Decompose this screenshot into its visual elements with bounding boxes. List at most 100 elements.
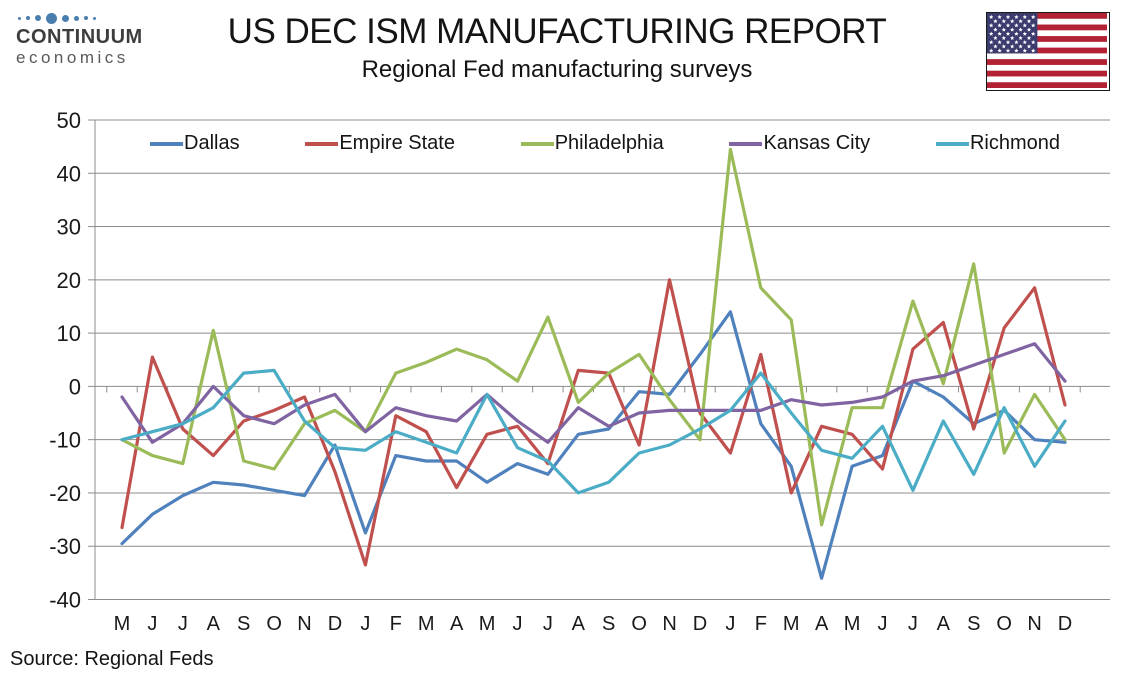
flag-stripe	[987, 41, 1107, 48]
flag-star	[1014, 23, 1019, 28]
flag-stripe	[987, 59, 1107, 66]
legend-label: Richmond	[969, 132, 1060, 154]
x-axis-label: S	[602, 613, 615, 635]
flag-star	[1031, 14, 1036, 19]
logo-text-economics: economics	[16, 48, 129, 67]
legend-label: Kansas City	[763, 132, 871, 154]
x-axis-label: S	[967, 613, 980, 635]
flag-star	[989, 14, 994, 19]
flag-star	[1010, 44, 1015, 49]
x-axis-label: N	[297, 613, 311, 635]
legend-item-kansas-city: Kansas City	[729, 132, 870, 155]
logo-dot	[74, 15, 79, 21]
flag-star	[1022, 48, 1027, 53]
chart-legend: Dallas Empire State Philadelphia Kansas Cit…	[150, 132, 1060, 155]
flag-star	[1026, 44, 1032, 49]
flag-stripe	[987, 36, 1107, 43]
x-axis-label: O	[996, 613, 1012, 635]
x-axis-label: D	[693, 613, 707, 635]
flag-star	[1001, 44, 1006, 49]
x-axis-label: N	[1027, 613, 1041, 635]
x-axis-label: M	[783, 613, 800, 635]
x-axis-label: F	[755, 613, 767, 635]
flag-star	[997, 48, 1002, 53]
flag-star	[993, 27, 998, 32]
flag-star	[1022, 14, 1027, 19]
flag-star	[1005, 14, 1011, 19]
flag-star	[989, 23, 994, 28]
legend-line-swatch	[520, 141, 554, 146]
flag-star	[1018, 27, 1023, 32]
flag-star	[1001, 18, 1006, 24]
flag-stripe	[987, 30, 1107, 37]
y-axis-label: 0	[69, 374, 81, 399]
continuum-logo: CONTINUUM economics	[16, 10, 166, 67]
flag-star	[1014, 31, 1019, 36]
flag-star	[1031, 48, 1036, 53]
x-axis-label: M	[479, 613, 496, 635]
x-axis-label: J	[908, 613, 918, 635]
x-axis-label: A	[207, 613, 221, 635]
flag-star	[989, 39, 994, 45]
flag-star	[997, 39, 1002, 45]
flag-stripe	[987, 13, 1107, 20]
flag-star	[989, 31, 994, 36]
flag-star	[997, 31, 1002, 36]
legend-line-swatch	[729, 141, 763, 146]
flag-star	[993, 18, 998, 24]
x-axis-label: A	[815, 613, 829, 635]
logo-dot	[35, 15, 41, 21]
flag-star	[1014, 39, 1019, 45]
flag-star	[1010, 18, 1015, 24]
y-axis-label: 10	[57, 321, 81, 346]
x-axis-label: J	[543, 613, 553, 635]
flag-star	[1031, 23, 1036, 28]
x-axis-label: A	[450, 613, 464, 635]
flag-star	[1018, 44, 1023, 49]
x-axis-label: J	[147, 613, 157, 635]
x-axis-label: J	[725, 613, 735, 635]
flag-star	[1022, 23, 1027, 28]
source-note: Source: Regional Feds	[10, 648, 214, 670]
flag-star	[1014, 14, 1019, 19]
x-axis-label: O	[266, 613, 282, 635]
x-axis-label: M	[114, 613, 131, 635]
x-axis-label: F	[390, 613, 402, 635]
flag-stripe	[987, 24, 1107, 31]
flag-star	[1014, 48, 1019, 53]
flag-star	[1022, 31, 1027, 36]
legend-line-swatch	[935, 141, 969, 146]
flag-star	[1005, 31, 1011, 36]
legend-label: Dallas	[184, 132, 240, 154]
flag-star	[1018, 35, 1023, 40]
flag-star	[1018, 18, 1023, 24]
series-line-philadelphia	[120, 147, 1067, 527]
logo-text-continuum: CONTINUUM	[16, 26, 143, 48]
legend-line-swatch	[305, 141, 339, 146]
flag-stripe	[987, 53, 1107, 60]
flag-stripe	[987, 64, 1107, 71]
x-axis-label: J	[512, 613, 522, 635]
x-axis-label: J	[360, 613, 370, 635]
x-axis-label: M	[418, 613, 435, 635]
flag-star	[1010, 35, 1015, 40]
flag-star	[997, 14, 1002, 19]
us-flag-icon	[986, 12, 1110, 91]
x-axis-label: N	[662, 613, 676, 635]
logo-dot	[18, 16, 21, 20]
flag-stripe	[987, 76, 1107, 83]
flag-stripe	[987, 47, 1107, 54]
x-axis-label: A	[572, 613, 586, 635]
flag-star	[1031, 31, 1036, 36]
y-axis-label: 40	[57, 161, 81, 186]
legend-line-swatch	[150, 141, 183, 146]
x-axis-label: M	[844, 613, 861, 635]
x-axis-label: D	[328, 613, 342, 635]
y-axis-label: -30	[49, 534, 81, 559]
series-line-empire-state	[120, 278, 1067, 567]
flag-star	[1022, 39, 1027, 45]
flag-star	[1005, 39, 1011, 45]
logo-dot	[46, 12, 57, 24]
flag-stripe	[987, 70, 1107, 77]
